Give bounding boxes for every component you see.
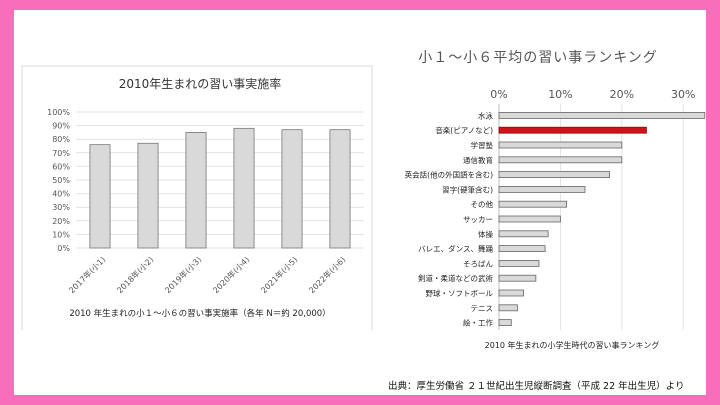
- y-tick-label: テニス: [471, 304, 494, 313]
- bar: [185, 132, 207, 249]
- y-tick-label: 40%: [52, 190, 70, 199]
- x-tick-label: 20%: [610, 88, 634, 101]
- y-tick-label: 絵・工作: [463, 318, 493, 328]
- bar: [329, 129, 351, 249]
- x-tick-label: 10%: [548, 88, 572, 101]
- bar: [498, 141, 623, 149]
- y-tick-label: 剣道・柔道などの武術: [418, 273, 493, 283]
- y-tick-label: 0%: [57, 244, 70, 253]
- bar: [498, 245, 546, 253]
- y-tick-label: そろばん: [463, 259, 493, 268]
- y-tick-label: 100%: [47, 108, 70, 117]
- y-tick-label: 音楽(ピアノなど): [435, 125, 493, 135]
- chart-title: 小１〜小６平均の習い事ランキング: [418, 50, 658, 66]
- bar: [281, 129, 303, 249]
- y-tick-label: 90%: [52, 122, 70, 131]
- ranking-chart: 小１〜小６平均の習い事ランキング 0% 10% 20% 30% 水泳音楽(ピアノなど)…: [405, 50, 706, 350]
- chart-title: 2010年生まれの習い事実施率: [119, 76, 282, 91]
- y-tick-label: 60%: [52, 162, 70, 171]
- chart-caption: 2010 年生まれの小学生時代の習い事ランキング: [485, 340, 660, 350]
- y-tick-label: 10%: [52, 230, 70, 239]
- x-tick-label: 2017年(小1): [67, 254, 108, 295]
- y-tick-label: 学習塾: [471, 140, 494, 150]
- y-tick-label: 通信教育: [463, 155, 493, 165]
- chart-caption: 2010 年生まれの小１〜小６の習い事実施率（各年 N＝約 20,000）: [69, 308, 330, 319]
- x-tick-label: 30%: [671, 88, 695, 101]
- bar: [498, 156, 623, 164]
- y-tick-label: 20%: [52, 217, 70, 226]
- bar: [498, 259, 540, 267]
- y-tick-label: 習字(硬筆含む): [442, 184, 493, 194]
- x-tick-label: 0%: [490, 88, 507, 101]
- x-tick-label: 2018年(小2): [115, 254, 156, 295]
- y-tick-label: 70%: [52, 149, 70, 158]
- bar: [498, 200, 567, 208]
- y-tick-label: サッカー: [463, 215, 493, 224]
- y-tick-label: 野球・ソフトボール: [426, 288, 494, 298]
- bar: [498, 304, 518, 312]
- participation-rate-chart: 2010年生まれの習い事実施率 0% 10% 20% 30% 40% 50% 60% 70% 8…: [21, 65, 373, 330]
- bar: [498, 112, 706, 119]
- source-note: 出典：厚生労働省 ２１世紀出生児縦断調査（平成 22 年出生児）より: [388, 381, 685, 392]
- y-tick-label: その他: [471, 199, 494, 209]
- slide-card: 2010年生まれの習い事実施率 0% 10% 20% 30% 40% 50% 60% 70% 8…: [14, 10, 706, 395]
- y-tick-label: 80%: [52, 135, 70, 144]
- bar: [233, 127, 255, 249]
- x-tick-label: 2019年(小3): [163, 254, 204, 295]
- y-tick-label: 英会話(他の外国語を含む): [405, 170, 493, 180]
- bar: [498, 274, 537, 282]
- y-tick-label: 30%: [52, 203, 70, 212]
- y-tick-label: 体操: [478, 229, 493, 239]
- bar: [498, 185, 586, 193]
- chart-frame: [21, 65, 373, 330]
- y-tick-label: 50%: [52, 176, 70, 185]
- bar: [498, 215, 561, 223]
- x-tick-label: 2022年(小6): [307, 254, 348, 295]
- bar: [89, 144, 111, 249]
- bar: [137, 142, 159, 249]
- x-tick-label: 2020年(小4): [211, 254, 252, 295]
- bar-highlight: [498, 126, 647, 134]
- bar: [498, 319, 512, 327]
- bar: [498, 230, 549, 238]
- x-tick-label: 2021年(小5): [259, 254, 300, 295]
- bar: [498, 171, 610, 179]
- y-tick-label: バレエ、ダンス、舞踊: [418, 244, 493, 254]
- y-tick-label: 水泳: [478, 110, 493, 120]
- bar: [498, 289, 524, 297]
